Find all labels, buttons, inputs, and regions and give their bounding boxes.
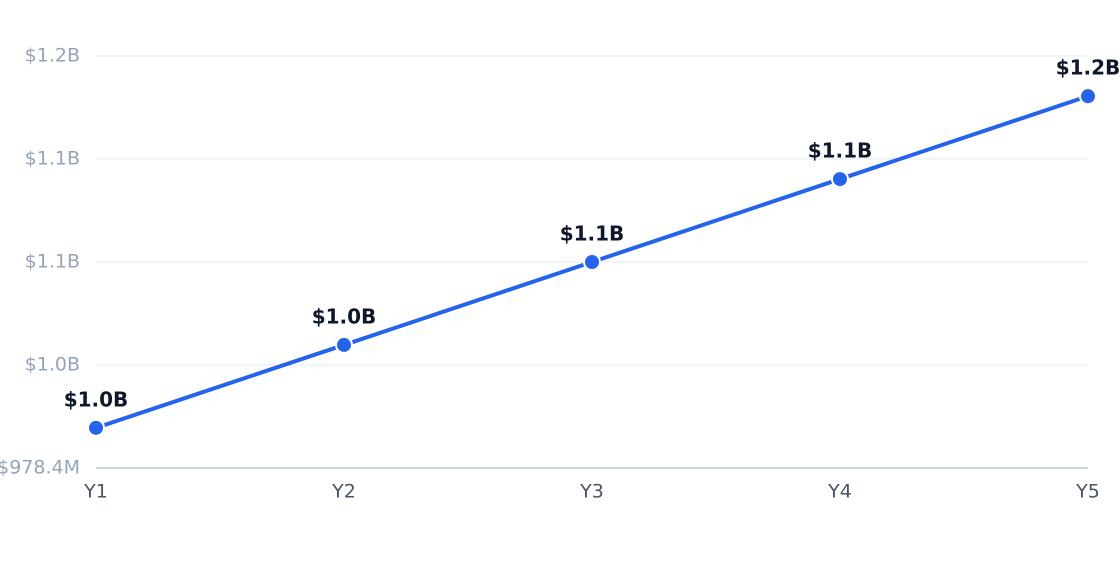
data-label: $1.0B (312, 304, 377, 328)
point (87, 418, 105, 437)
x-tick-label: Y2 (331, 481, 356, 503)
point (831, 170, 849, 189)
y-tick-label: $1.1B (25, 251, 80, 273)
x-tick-label: Y5 (1075, 481, 1100, 503)
y-tick-label: $1.1B (25, 148, 80, 170)
y-tick-label: $1.2B (25, 45, 80, 67)
data-label: $1.0B (64, 387, 129, 411)
point (335, 335, 353, 354)
point (1079, 87, 1097, 106)
x-tick-label: Y1 (83, 481, 108, 503)
y-tick-label: $978.4M (0, 457, 80, 479)
data-label: $1.1B (560, 222, 625, 246)
data-label: $1.2B (1056, 56, 1120, 80)
x-tick-label: Y3 (579, 481, 604, 503)
x-tick-label: Y4 (827, 481, 852, 503)
y-tick-label: $1.0B (25, 354, 80, 376)
data-label: $1.1B (808, 139, 873, 163)
point (583, 253, 601, 271)
